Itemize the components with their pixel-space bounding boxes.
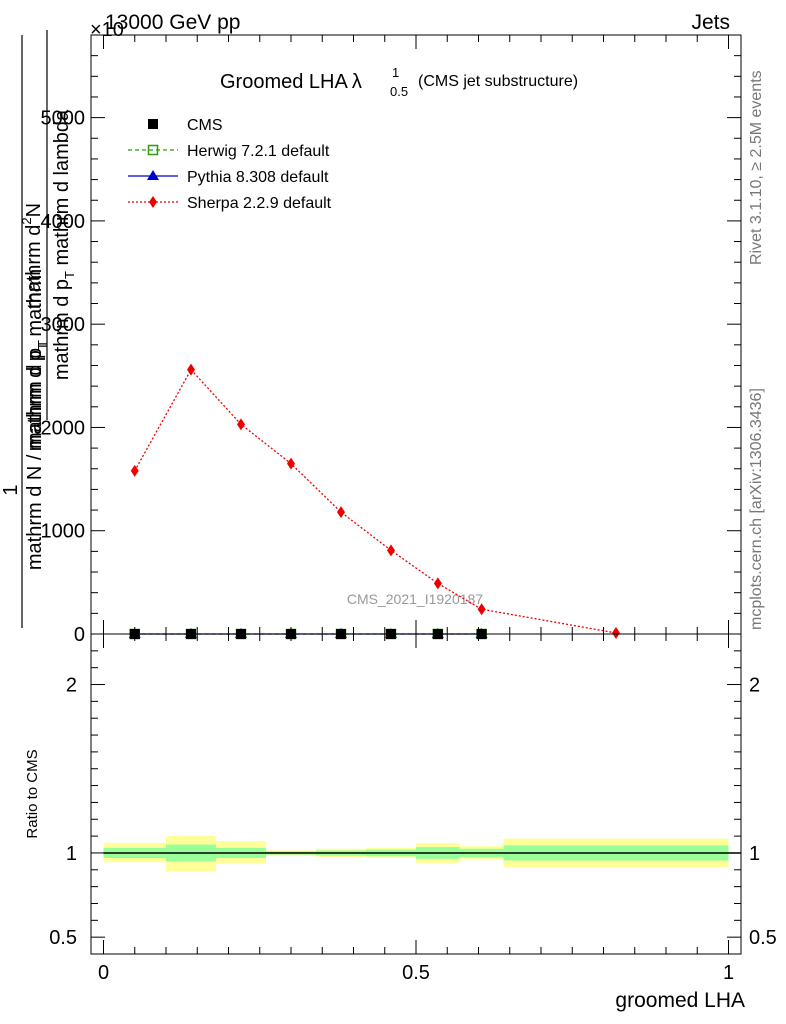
legend-label-sherpa: Sherpa 2.2.9 default [187, 195, 332, 212]
process-label: Jets [691, 11, 730, 34]
y-axis-label: mathrm d2N mathrm d pT mathrm d lambda 1… [0, 30, 77, 628]
legend-marker-sherpa [149, 196, 157, 208]
ratio-y-tick-label: 0.5 [49, 927, 77, 949]
x-axis-label: groomed LHA [615, 989, 745, 1012]
legend-marker-herwig [147, 144, 159, 156]
x-tick-label: 0 [98, 962, 109, 984]
ratio-x-ticks: 0 0.5 1 [98, 35, 734, 984]
x-tick-label: 0.5 [402, 962, 430, 984]
ratio-frame [90, 633, 742, 955]
main-y-tick-label: 1000 [41, 521, 86, 543]
ratio-panel: 0.5 0.51 12 2 0 0.5 1 Ratio to CMS groomed LH… [24, 35, 777, 1012]
title-text: Groomed LHA [220, 71, 348, 93]
title-sup: 1 [392, 65, 399, 80]
rivet-label: Rivet 3.1.10, ≥ 2.5M events [748, 70, 765, 265]
plot-title: Groomed LHA λ 1 0.5 (CMS jet substructure… [220, 65, 578, 99]
series-sherpa [130, 363, 620, 639]
title-symbol: λ [352, 71, 362, 93]
ratio-bands [103, 836, 729, 872]
main-y-tick-label: 3000 [41, 314, 86, 336]
title-sub: 0.5 [390, 84, 408, 99]
legend-item-cms: CMS [148, 117, 223, 134]
series-line-sherpa [134, 368, 617, 634]
data-point-sherpa [612, 626, 620, 639]
data-point-sherpa [477, 603, 486, 616]
legend-label-cms: CMS [187, 117, 223, 134]
ylabel-prefix-num: 1 [0, 484, 22, 495]
main-y-tick-label: 4000 [41, 211, 86, 233]
data-point-sherpa [337, 506, 345, 519]
energy-label: 13000 GeV pp [105, 11, 240, 34]
ylabel-top-num: mathrm d2N [19, 203, 45, 309]
ratio-y-tick-label-right: 1 [749, 843, 760, 865]
data-point-sherpa [287, 457, 295, 470]
ylabel-prefix-den: mathrm d N / mathrm d pT [24, 340, 50, 570]
ylabel-outer-den: mathrm d pT mathrm [24, 269, 50, 451]
legend-marker-pythia [147, 170, 159, 180]
main-y-tick-label: 2000 [41, 417, 86, 439]
data-point-sherpa [433, 577, 442, 590]
data-point-sherpa [187, 363, 195, 376]
data-point-sherpa [130, 464, 139, 477]
ratio-y-label: Ratio to CMS [24, 749, 41, 838]
title-note: (CMS jet substructure) [418, 73, 578, 90]
legend-marker-cms [148, 119, 158, 129]
ratio-y-tick-label-right: 0.5 [749, 927, 777, 949]
legend-label-herwig: Herwig 7.2.1 default [187, 143, 330, 160]
main-y-ticks: 0 1000 2000 3000 4000 5000 [41, 34, 741, 646]
main-y-tick-label: 0 [74, 624, 85, 646]
ratio-y-ticks: 0.5 0.5 1 1 2 2 [49, 650, 777, 949]
data-point-sherpa [237, 418, 245, 431]
legend-label-pythia: Pythia 8.308 default [187, 169, 329, 186]
ratio-y-tick-label: 1 [66, 843, 77, 865]
main-y-tick-label: 5000 [41, 108, 86, 130]
legend: CMS Herwig 7.2.1 default Pythia 8.308 defa… [128, 117, 332, 212]
legend-item-sherpa: Sherpa 2.2.9 default [128, 195, 332, 212]
legend-item-herwig: Herwig 7.2.1 default [128, 143, 330, 160]
data-point-sherpa [387, 544, 395, 557]
legend-item-pythia: Pythia 8.308 default [128, 169, 329, 186]
ratio-y-tick-label: 2 [66, 675, 77, 697]
ylabel-top-den: mathrm d pT mathrm d lambda [51, 109, 77, 380]
ratio-y-tick-label-right: 2 [749, 675, 760, 697]
x-tick-label: 1 [723, 962, 734, 984]
mcplots-label: mcplots.cern.ch [arXiv:1306.3436] [748, 388, 765, 630]
watermark: CMS_2021_I1920187 [347, 591, 483, 607]
